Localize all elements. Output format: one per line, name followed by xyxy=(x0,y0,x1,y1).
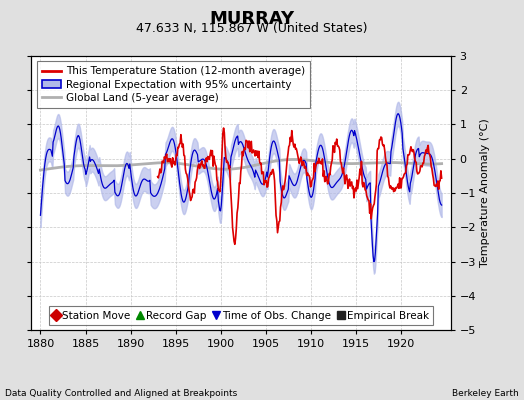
Text: 47.633 N, 115.867 W (United States): 47.633 N, 115.867 W (United States) xyxy=(136,22,367,35)
Text: Data Quality Controlled and Aligned at Breakpoints: Data Quality Controlled and Aligned at B… xyxy=(5,389,237,398)
Text: MURRAY: MURRAY xyxy=(209,10,294,28)
Y-axis label: Temperature Anomaly (°C): Temperature Anomaly (°C) xyxy=(481,119,490,267)
Text: Berkeley Earth: Berkeley Earth xyxy=(452,389,519,398)
Legend: Station Move, Record Gap, Time of Obs. Change, Empirical Break: Station Move, Record Gap, Time of Obs. C… xyxy=(49,306,433,325)
